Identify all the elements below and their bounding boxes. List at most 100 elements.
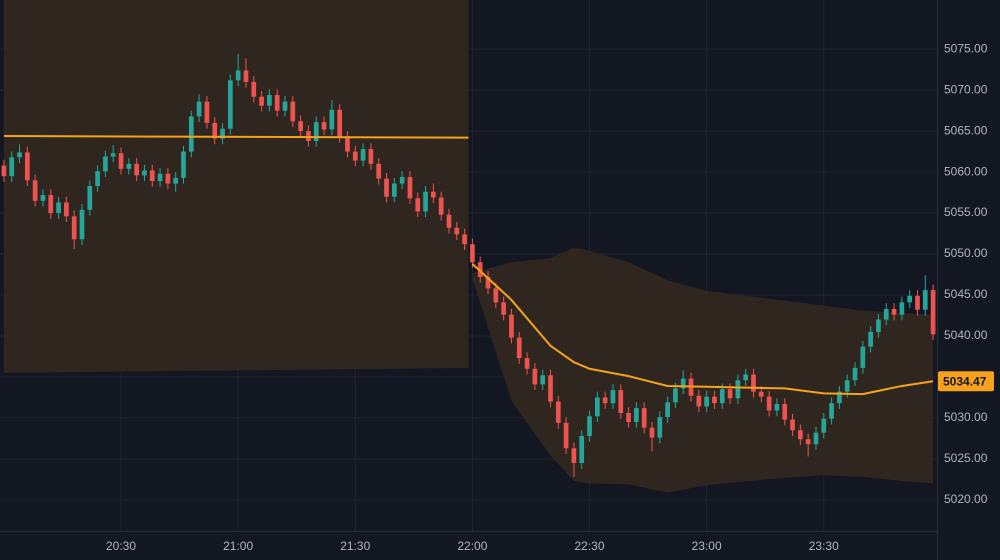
candle-body — [9, 157, 15, 177]
candle-body — [188, 116, 194, 152]
candle-body — [891, 308, 897, 315]
plot-area — [1, 0, 936, 493]
x-tick-label: 23:00 — [692, 539, 722, 553]
last-value-label: 5034.47 — [943, 374, 987, 388]
y-tick-label: 5020.00 — [944, 492, 988, 506]
candle-body — [665, 402, 670, 418]
candle-body — [555, 401, 561, 423]
y-tick-label: 5040.00 — [944, 328, 988, 342]
candle-body — [204, 101, 210, 123]
candle-body — [360, 149, 366, 161]
candle-body — [813, 432, 819, 445]
candle-body — [181, 151, 186, 178]
candle-body — [704, 396, 709, 407]
candle-body — [548, 375, 553, 402]
candle-body — [735, 380, 741, 399]
candle-body — [516, 337, 522, 359]
candle-body — [274, 95, 280, 111]
candle-body — [212, 122, 218, 139]
candle-body — [415, 198, 421, 212]
y-tick-label: 5025.00 — [944, 451, 988, 465]
candle-body — [134, 163, 139, 176]
candle-body — [868, 331, 873, 347]
x-tick-label: 23:30 — [809, 539, 839, 553]
candle-body — [696, 395, 702, 407]
candle-body — [790, 419, 795, 431]
candle-body — [431, 191, 436, 198]
candle-body — [477, 262, 483, 277]
candle-body — [407, 177, 413, 199]
candle-body — [157, 173, 163, 182]
candle-body — [24, 152, 30, 181]
candle-body — [243, 70, 249, 82]
candle-body — [883, 308, 889, 320]
candle-body — [540, 375, 546, 385]
candle-body — [649, 427, 655, 438]
candle-body — [110, 153, 116, 157]
candle-body — [251, 81, 257, 97]
x-tick-label: 22:00 — [457, 539, 487, 553]
candle-body — [922, 290, 928, 310]
candle-body — [142, 170, 147, 176]
candle-body — [805, 439, 811, 445]
candle-body — [103, 156, 108, 172]
candle-body — [532, 368, 538, 385]
candle-body — [40, 195, 46, 201]
vwap-line — [471, 263, 934, 396]
candle-body — [48, 195, 54, 214]
candle-body — [235, 70, 241, 81]
candle-body — [594, 397, 600, 417]
candle-body — [641, 408, 647, 428]
candle-body — [313, 122, 319, 141]
candle-body — [118, 153, 124, 169]
y-tick-label: 5060.00 — [944, 164, 988, 178]
candle-body — [196, 101, 202, 117]
candle-body — [571, 448, 577, 463]
candle-body — [743, 374, 749, 381]
candle-body — [337, 109, 343, 137]
candle-body — [298, 121, 303, 132]
candle-body — [860, 346, 866, 368]
candle-body — [220, 128, 225, 139]
candle-body — [462, 234, 467, 245]
candle-body — [17, 152, 22, 158]
candle-body — [267, 95, 272, 106]
candle-body — [345, 136, 350, 152]
candle-body — [438, 197, 444, 215]
y-tick-label: 5050.00 — [944, 246, 988, 260]
candle-body — [329, 109, 335, 130]
candle-body — [587, 416, 592, 436]
candle-body — [368, 149, 374, 164]
candle-body — [1, 165, 7, 177]
candle-body — [259, 96, 264, 106]
candle-body — [602, 397, 608, 404]
candle-body — [228, 80, 233, 129]
candle-body — [282, 101, 288, 111]
session-band — [3, 0, 469, 373]
candle-body — [352, 151, 358, 161]
candle-body — [501, 302, 506, 315]
candle-body — [930, 290, 936, 335]
candle-body — [446, 214, 452, 228]
candle-body — [306, 131, 311, 141]
candle-body — [563, 422, 569, 449]
candle-body — [579, 435, 585, 463]
candle-body — [915, 295, 920, 310]
last-value-tag — [938, 371, 994, 392]
candle-body — [290, 101, 296, 122]
y-tick-label: 5045.00 — [944, 287, 988, 301]
axes: 5020.005025.005030.005035.005040.005045.… — [106, 41, 994, 553]
candle-body — [173, 177, 179, 184]
candle-body — [149, 170, 155, 182]
vwap-line — [3, 135, 469, 139]
candle-body — [376, 163, 382, 179]
candle-body — [821, 418, 827, 433]
candle-body — [384, 178, 389, 197]
candle-body — [321, 122, 327, 130]
candle-body — [71, 216, 77, 240]
candle-body — [657, 417, 663, 438]
y-tick-label: 5030.00 — [944, 410, 988, 424]
candle-body — [79, 209, 85, 240]
candle-body — [782, 403, 788, 420]
candle-body — [673, 388, 678, 403]
